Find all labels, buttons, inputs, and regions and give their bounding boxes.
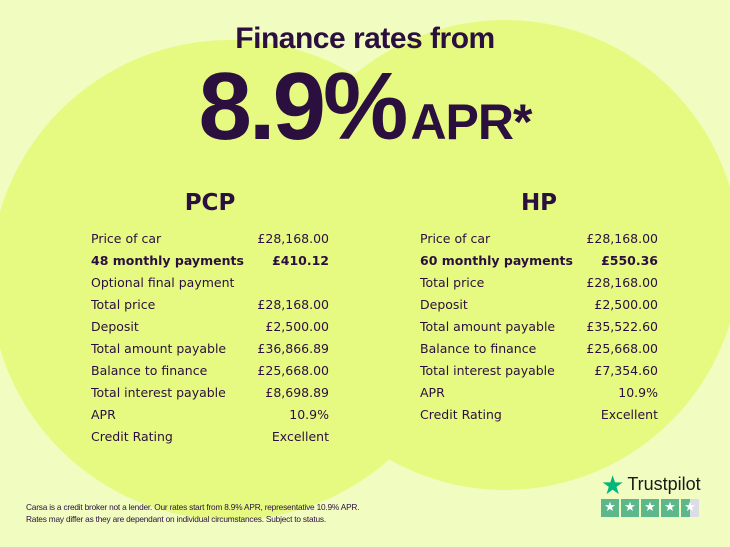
pcp-title: PCP <box>184 190 236 216</box>
table-row: Credit Rating Excellent <box>91 426 329 448</box>
row-label: Balance to finance <box>91 363 208 378</box>
row-label: 48 monthly payments <box>91 253 244 268</box>
star-icon: ★ <box>601 499 619 517</box>
table-row: Price of car £28,168.00 <box>91 228 329 250</box>
disclaimer-line: Carsa is a credit broker not a lender. O… <box>26 502 360 512</box>
row-value: £36,866.89 <box>257 341 329 356</box>
row-value: £550.36 <box>601 253 658 268</box>
row-label: Balance to finance <box>420 341 537 356</box>
headline: Finance rates from <box>235 22 495 55</box>
hp-panel: HP Price of car £28,168.00 60 monthly paym… <box>420 190 658 426</box>
pcp-rows: Price of car £28,168.00 48 monthly payment… <box>91 228 329 448</box>
row-label: Price of car <box>420 231 491 246</box>
row-value: £25,668.00 <box>257 363 329 378</box>
row-value: £2,500.00 <box>594 297 658 312</box>
table-row: Total price £28,168.00 <box>420 272 658 294</box>
table-row: Deposit £2,500.00 <box>420 294 658 316</box>
star-icon: ★ <box>641 499 659 517</box>
trustpilot-star-icon: ★ <box>601 469 625 500</box>
row-value: Excellent <box>600 407 658 422</box>
row-value: £7,354.60 <box>594 363 658 378</box>
row-value: 10.9% <box>618 385 658 400</box>
row-value: £8,698.89 <box>265 385 329 400</box>
row-value: £2,500.00 <box>265 319 329 334</box>
row-label: Deposit <box>420 297 468 312</box>
trustpilot-badge[interactable]: ★ Trustpilot ★ ★ ★ ★ ★ <box>601 469 701 517</box>
row-label: Total interest payable <box>420 363 555 378</box>
row-label: Credit Rating <box>91 429 173 444</box>
table-row: Total price £28,168.00 <box>91 294 329 316</box>
row-value: Excellent <box>271 429 329 444</box>
row-label: Total price <box>91 297 156 312</box>
row-label: Optional final payment <box>91 275 235 290</box>
row-label: 60 monthly payments <box>420 253 573 268</box>
table-row: Balance to finance £25,668.00 <box>91 360 329 382</box>
row-label: Credit Rating <box>420 407 502 422</box>
row-value: £410.12 <box>272 253 329 268</box>
table-row: 60 monthly payments £550.36 <box>420 250 658 272</box>
row-label: Total amount payable <box>420 319 556 334</box>
star-icon: ★ <box>661 499 679 517</box>
row-value: £28,168.00 <box>257 231 329 246</box>
rate-value: 8.9% <box>198 53 409 160</box>
table-row: Credit Rating Excellent <box>420 404 658 426</box>
row-label: Deposit <box>91 319 139 334</box>
row-label: APR <box>91 407 116 422</box>
table-row: Optional final payment <box>91 272 329 294</box>
rating-stars: ★ ★ ★ ★ ★ <box>601 499 701 517</box>
row-label: APR <box>420 385 445 400</box>
table-row: Price of car £28,168.00 <box>420 228 658 250</box>
table-row: APR 10.9% <box>420 382 658 404</box>
half-star-icon: ★ <box>681 499 699 517</box>
table-row: APR 10.9% <box>91 404 329 426</box>
row-value: £28,168.00 <box>586 275 658 290</box>
row-value: £35,522.60 <box>586 319 658 334</box>
row-value: 10.9% <box>289 407 329 422</box>
row-label: Total interest payable <box>91 385 226 400</box>
disclaimer: Carsa is a credit broker not a lender. O… <box>26 501 360 525</box>
row-label: Total price <box>420 275 485 290</box>
star-icon: ★ <box>621 499 639 517</box>
table-row: 48 monthly payments £410.12 <box>91 250 329 272</box>
hp-rows: Price of car £28,168.00 60 monthly payment… <box>420 228 658 426</box>
table-row: Total amount payable £35,522.60 <box>420 316 658 338</box>
table-row: Balance to finance £25,668.00 <box>420 338 658 360</box>
row-value: £25,668.00 <box>586 341 658 356</box>
table-row: Total amount payable £36,866.89 <box>91 338 329 360</box>
row-value: £28,168.00 <box>586 231 658 246</box>
background-circle-right <box>270 20 730 490</box>
table-row: Deposit £2,500.00 <box>91 316 329 338</box>
disclaimer-line: Rates may differ as they are dependant o… <box>26 514 326 524</box>
hp-title: HP <box>520 190 558 216</box>
row-value: £28,168.00 <box>257 297 329 312</box>
rate-display: 8.9% APR* <box>0 52 730 162</box>
row-label: Price of car <box>91 231 162 246</box>
pcp-panel: PCP Price of car £28,168.00 48 monthly pay… <box>91 190 329 448</box>
table-row: Total interest payable £8,698.89 <box>91 382 329 404</box>
table-row: Total interest payable £7,354.60 <box>420 360 658 382</box>
row-label: Total amount payable <box>91 341 227 356</box>
rate-suffix: APR* <box>410 94 532 150</box>
trustpilot-name: Trustpilot <box>627 474 701 494</box>
